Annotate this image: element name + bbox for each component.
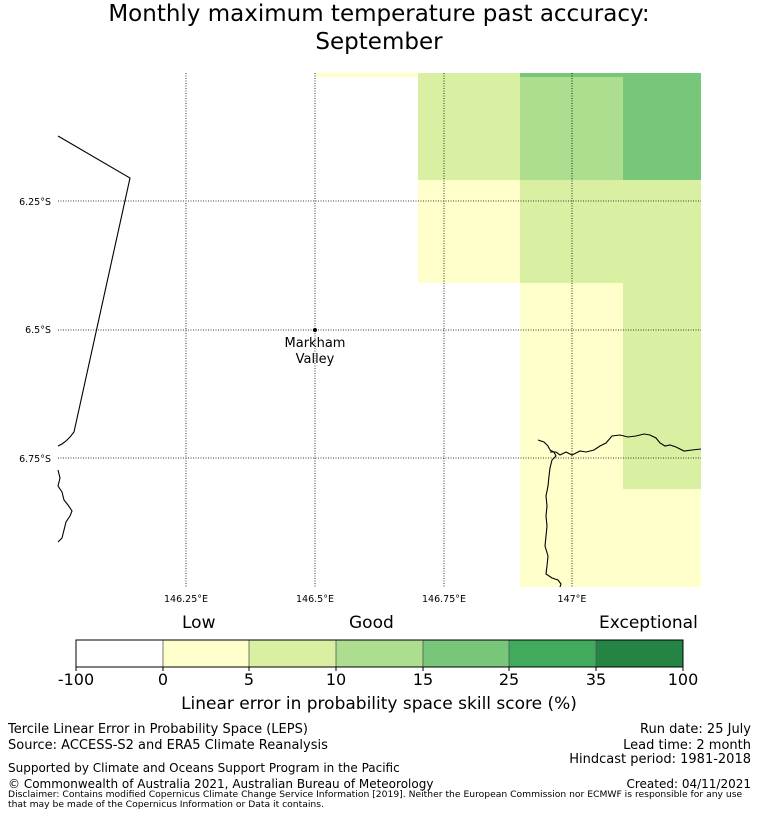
boundary-line xyxy=(57,135,131,447)
colorbar-axis-label: Linear error in probability space skill … xyxy=(181,694,577,714)
skill-cell xyxy=(520,489,701,587)
run-date-text: Run date: 25 July xyxy=(640,722,751,737)
skill-cell xyxy=(520,73,701,77)
lon-tick-label: 146.5°E xyxy=(296,594,334,605)
skill-cell xyxy=(418,180,520,283)
lon-tick-label: 146.75°E xyxy=(422,594,466,605)
created-date-text: Created: 04/11/2021 xyxy=(626,777,751,791)
colorbar-segment xyxy=(596,640,683,667)
colorbar-tick-label: 100 xyxy=(668,670,699,689)
skill-cell xyxy=(315,73,418,77)
place-name-line-2: Valley xyxy=(296,352,335,367)
support-text: Supported by Climate and Oceans Support … xyxy=(8,761,400,775)
category-good-label: Good xyxy=(349,613,394,633)
disclaimer-text: Disclaimer: Contains modified Copernicus… xyxy=(8,789,743,810)
lead-time-text: Lead time: 2 month xyxy=(623,738,751,753)
coastline-east xyxy=(537,439,562,588)
skill-cell xyxy=(623,180,701,283)
title-line-1: Monthly maximum temperature past accurac… xyxy=(108,1,650,27)
colorbar-segment xyxy=(249,640,336,667)
lon-tick-label: 146.25°E xyxy=(164,594,208,605)
map-title: Monthly maximum temperature past accurac… xyxy=(0,0,758,56)
coastline-west xyxy=(57,469,73,543)
source-text: Source: ACCESS-S2 and ERA5 Climate Reana… xyxy=(8,738,328,753)
colorbar-tick-label: 35 xyxy=(586,670,606,689)
lat-tick-label: 6.5°S xyxy=(25,325,51,336)
place-name-line-1: Markham xyxy=(285,336,346,351)
colorbar-segment xyxy=(76,640,163,667)
category-exceptional-label: Exceptional xyxy=(599,613,698,633)
skill-cell xyxy=(623,77,701,180)
hindcast-text: Hindcast period: 1981-2018 xyxy=(569,752,751,767)
tick-labels: 146.25°E 146.5°E 146.75°E 147°E 6.25°S 6… xyxy=(19,197,586,605)
lat-tick-label: 6.75°S xyxy=(19,454,51,465)
skill-cell xyxy=(623,283,701,489)
colorbar-tick-label: 5 xyxy=(244,670,254,689)
title-line-2: September xyxy=(315,29,443,55)
colorbar-tick-label: 10 xyxy=(326,670,346,689)
graticule xyxy=(58,73,701,587)
coastline xyxy=(57,135,702,588)
lon-tick-label: 147°E xyxy=(558,594,587,605)
skill-cell xyxy=(520,180,623,283)
colorbar-segment xyxy=(163,640,249,667)
copyright-text: © Commonwealth of Australia 2021, Austra… xyxy=(8,777,434,791)
category-low-label: Low xyxy=(182,613,216,633)
skill-cell xyxy=(520,77,623,180)
colorbar: -100 0 5 10 15 25 35 100 xyxy=(58,639,699,689)
colorbar-tick-label: 0 xyxy=(158,670,168,689)
lat-tick-label: 6.25°S xyxy=(19,197,51,208)
skill-cell xyxy=(418,73,520,77)
colorbar-segment xyxy=(336,640,423,667)
colorbar-tick-label: 15 xyxy=(413,670,433,689)
map-figure: 146.25°E 146.5°E 146.75°E 147°E 6.25°S 6… xyxy=(19,73,702,689)
place-marker xyxy=(313,328,317,332)
colorbar-segment xyxy=(509,640,596,667)
place-label: Markham Valley xyxy=(285,336,346,367)
colorbar-tick-label: -100 xyxy=(58,670,94,689)
coastline-north xyxy=(550,433,702,456)
colorbar-tick-label: 25 xyxy=(499,670,519,689)
skill-cell xyxy=(418,77,520,180)
method-text: Tercile Linear Error in Probability Spac… xyxy=(8,722,308,737)
colorbar-frame xyxy=(75,639,684,668)
colorbar-segment xyxy=(423,640,509,667)
